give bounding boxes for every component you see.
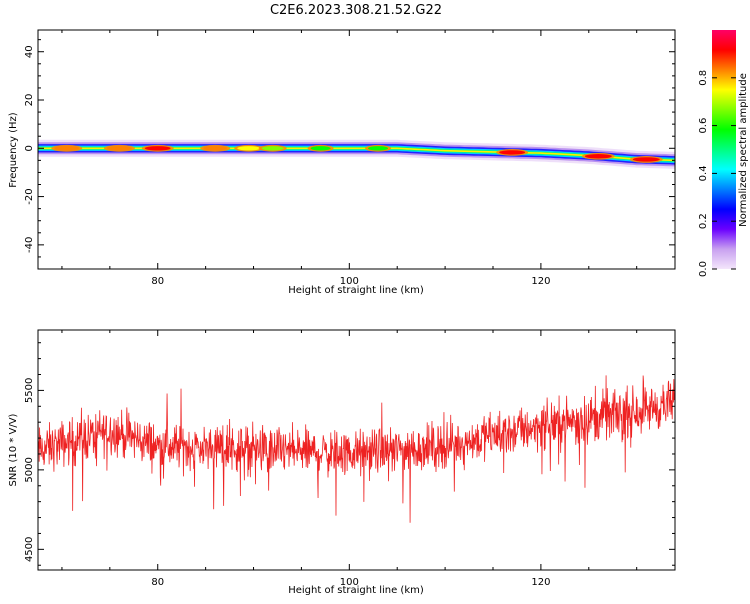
snr-line <box>38 375 675 523</box>
colorbar-axes: 0.0 0.2 0.4 0.6 0.8 <box>698 70 736 277</box>
figure-title: C2E6.2023.308.21.52.G22 <box>270 3 442 18</box>
snr-frame <box>37 329 676 571</box>
x-tick-label: 100 <box>340 276 359 287</box>
hotspot <box>203 146 228 151</box>
spectrogram-xlabel: Height of straight line (km) <box>288 285 424 296</box>
colorbar-tick-label: 0.6 <box>698 118 709 134</box>
snr-xlabel: Height of straight line (km) <box>288 585 424 596</box>
hotspot <box>261 146 284 151</box>
hotspot <box>499 150 526 155</box>
hotspot <box>310 146 331 151</box>
spectrogram-axes: 80 100 120 40 20 0 -20 -40 <box>24 30 675 287</box>
hotspot <box>144 146 171 151</box>
y-tick-label: 40 <box>24 45 35 58</box>
hotspot <box>237 146 261 151</box>
x-tick-label: 100 <box>340 577 359 588</box>
y-tick-label: 20 <box>24 94 35 107</box>
y-tick-label: 0 <box>24 145 35 151</box>
hotspot <box>632 157 660 162</box>
y-tick-label: 5000 <box>24 457 35 482</box>
colorbar-label: Normalized spectral amplitude <box>738 73 749 227</box>
x-tick-label: 80 <box>151 577 164 588</box>
snr-ylabel: SNR (10 * V/V) <box>8 413 19 486</box>
hotspot <box>584 154 612 159</box>
snr-panel: 80 100 120 4500 5000 5500 Height of straight … <box>8 329 676 596</box>
spectrogram-ylabel: Frequency (Hz) <box>8 112 19 188</box>
x-tick-label: 120 <box>531 577 550 588</box>
y-tick-label: -40 <box>24 237 35 253</box>
spectrogram-panel: 80 100 120 40 20 0 -20 -40 Height of straight l… <box>8 29 676 296</box>
colorbar-tick-label: 0.4 <box>698 165 709 181</box>
x-tick-label: 120 <box>531 276 550 287</box>
snr-axes: 80 100 120 4500 5000 5500 <box>24 330 675 588</box>
colorbar: 0.0 0.2 0.4 0.6 0.8 Normalized spectral ampl… <box>698 30 749 277</box>
colorbar-tick-label: 0.8 <box>698 70 709 86</box>
hotspot <box>368 146 389 151</box>
colorbar-tick-label: 0.2 <box>698 213 709 229</box>
spectrogram-content <box>38 139 675 169</box>
y-tick-label: 4500 <box>24 537 35 562</box>
hotspot <box>106 146 132 151</box>
x-tick-label: 80 <box>151 276 164 287</box>
colorbar-tick-label: 0.0 <box>698 261 709 277</box>
hotspot <box>54 146 80 151</box>
y-tick-label: 5500 <box>24 378 35 403</box>
y-tick-label: -20 <box>24 188 35 204</box>
spectrogram-frame <box>37 29 676 270</box>
colorbar-gradient <box>712 30 736 269</box>
snr-content <box>38 375 675 523</box>
